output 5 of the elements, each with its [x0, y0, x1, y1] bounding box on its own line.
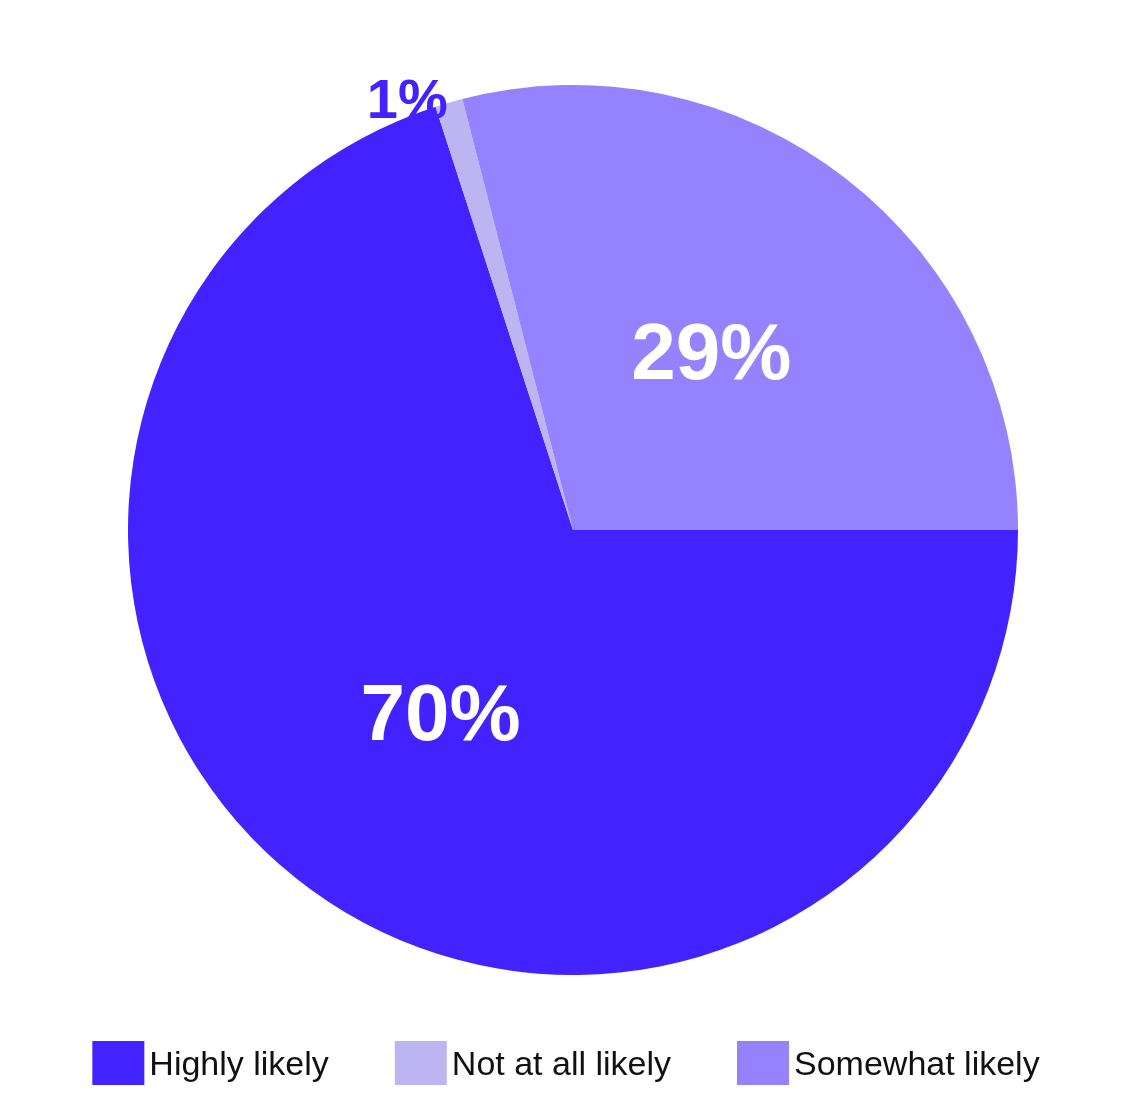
legend-label: Highly likely [149, 1044, 329, 1082]
data-label: 29% [631, 307, 792, 397]
data-label: 70% [360, 667, 521, 757]
legend-label: Somewhat likely [794, 1044, 1040, 1082]
legend-label: Not at all likely [451, 1044, 672, 1082]
